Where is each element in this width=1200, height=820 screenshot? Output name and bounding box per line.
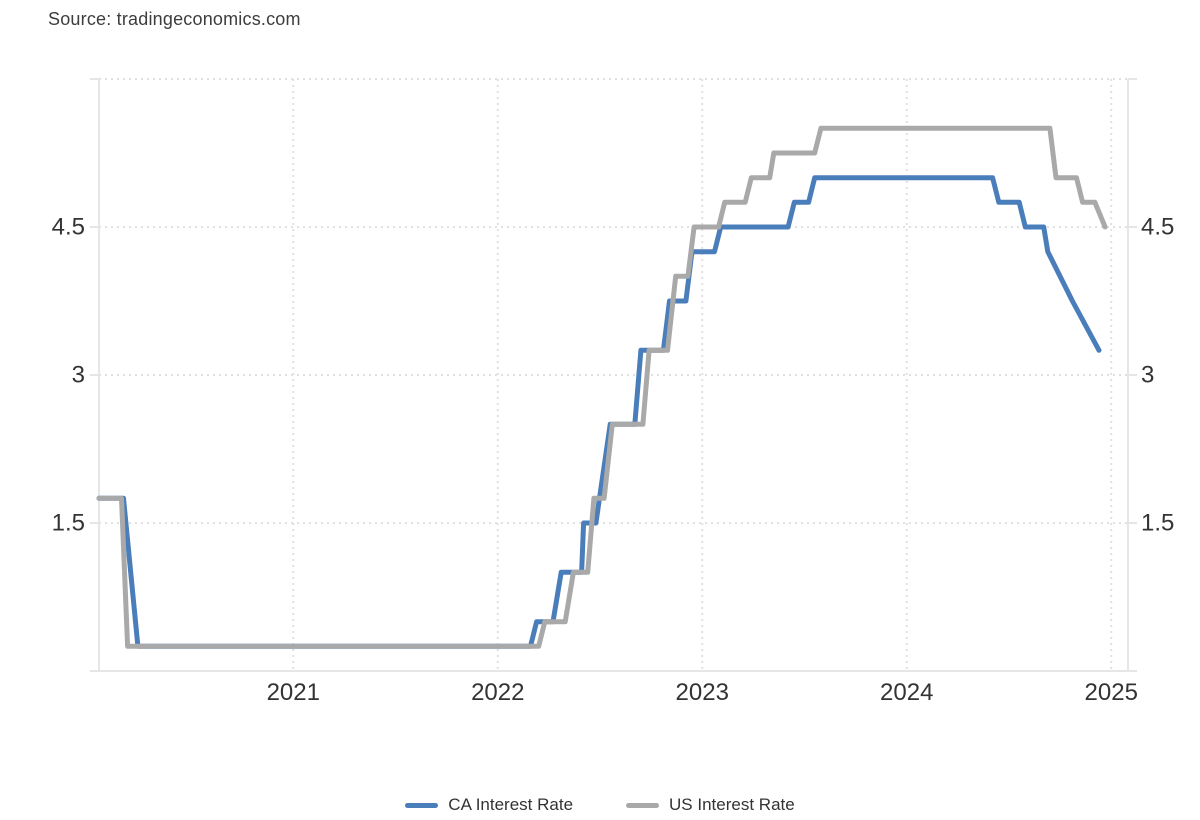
us-series-swatch-icon: [626, 802, 660, 808]
x-axis-label-2021: 2021: [267, 679, 320, 706]
y-axis-label-left-3: 3: [72, 362, 85, 389]
x-axis-label-2025: 2025: [1085, 679, 1138, 706]
chart-legend: CA Interest Rate US Interest Rate: [0, 790, 1200, 820]
y-axis-label-left-1.5: 1.5: [52, 510, 85, 537]
x-axis-label-2022: 2022: [471, 679, 524, 706]
legend-item-ca-interest-rate[interactable]: CA Interest Rate: [405, 795, 573, 815]
y-axis-label-right-4.5: 4.5: [1141, 214, 1174, 241]
legend-item-us-interest-rate[interactable]: US Interest Rate: [626, 795, 795, 815]
legend-label-ca: CA Interest Rate: [448, 795, 574, 814]
legend-label-us: US Interest Rate: [669, 795, 795, 814]
ca-series-swatch-icon: [405, 802, 439, 808]
y-axis-label-right-3: 3: [1141, 362, 1154, 389]
y-axis-label-left-4.5: 4.5: [52, 214, 85, 241]
source-attribution: Source: tradingeconomics.com: [48, 9, 301, 29]
chart-canvas: 1.5 1.5 3 3 4.5 4.5 2021 2022 2023 2024 2025: [52, 78, 1174, 706]
x-axis-label-2024: 2024: [880, 679, 933, 706]
ca-interest-rate-line: [96, 175, 1102, 649]
x-axis-label-2023: 2023: [676, 679, 729, 706]
us-interest-rate-line: [96, 125, 1108, 649]
y-axis-label-right-1.5: 1.5: [1141, 510, 1174, 537]
